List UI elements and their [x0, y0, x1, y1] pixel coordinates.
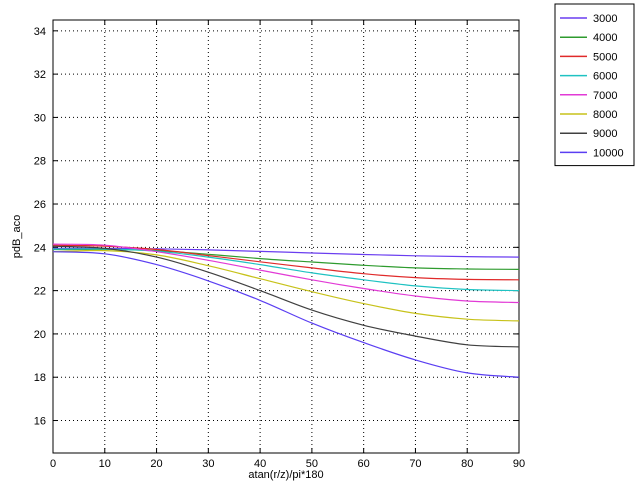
- x-tick-label: 80: [461, 458, 473, 470]
- y-tick-label: 26: [34, 199, 46, 211]
- legend-label-10000: 10000: [593, 147, 624, 159]
- legend-label-9000: 9000: [593, 128, 617, 140]
- y-axis-label: pdB_aco: [11, 215, 23, 258]
- x-tick-label: 30: [202, 458, 214, 470]
- x-axis-label: atan(r/z)/pi*180: [248, 469, 323, 481]
- y-tick-label: 16: [34, 416, 46, 428]
- y-tick-label: 32: [34, 69, 46, 81]
- series-lines: [52, 243, 520, 378]
- y-tick-label: 20: [34, 329, 46, 341]
- legend-box: [554, 3, 635, 167]
- x-tick-label: 60: [358, 458, 370, 470]
- y-tick-label: 30: [34, 112, 46, 124]
- y-tick-label: 18: [34, 372, 46, 384]
- legend-label-5000: 5000: [593, 51, 617, 63]
- plot-frame: [52, 19, 520, 454]
- x-tick-label: 90: [513, 458, 525, 470]
- y-tick-label: 24: [34, 242, 46, 254]
- series-line-6000: [52, 248, 520, 292]
- y-tick-label: 22: [34, 286, 46, 298]
- legend-label-4000: 4000: [593, 32, 617, 44]
- x-tick-label: 50: [306, 458, 318, 470]
- x-tick-label: 0: [50, 458, 56, 470]
- y-tick-label: 34: [34, 26, 46, 38]
- legend-label-3000: 3000: [593, 13, 617, 25]
- legend: 3000 4000 5000 6000 7000 8000 9000 10000: [554, 3, 635, 167]
- series-line-9000: [52, 245, 520, 348]
- legend-label-8000: 8000: [593, 109, 617, 121]
- series-line-7000: [52, 243, 520, 304]
- y-tick-label: 28: [34, 156, 46, 168]
- x-tick-label: 70: [409, 458, 421, 470]
- legend-label-6000: 6000: [593, 71, 617, 83]
- x-tick-label: 40: [254, 458, 266, 470]
- x-tick-label: 10: [99, 458, 111, 470]
- axis-ticks: 0 10 20 30 40 50 60 70 80 90 16 18 20 22 24 26 28 30 32 34: [34, 20, 525, 470]
- series-line-10000: [52, 251, 520, 378]
- legend-label-7000: 7000: [593, 90, 617, 102]
- x-tick-label: 20: [150, 458, 162, 470]
